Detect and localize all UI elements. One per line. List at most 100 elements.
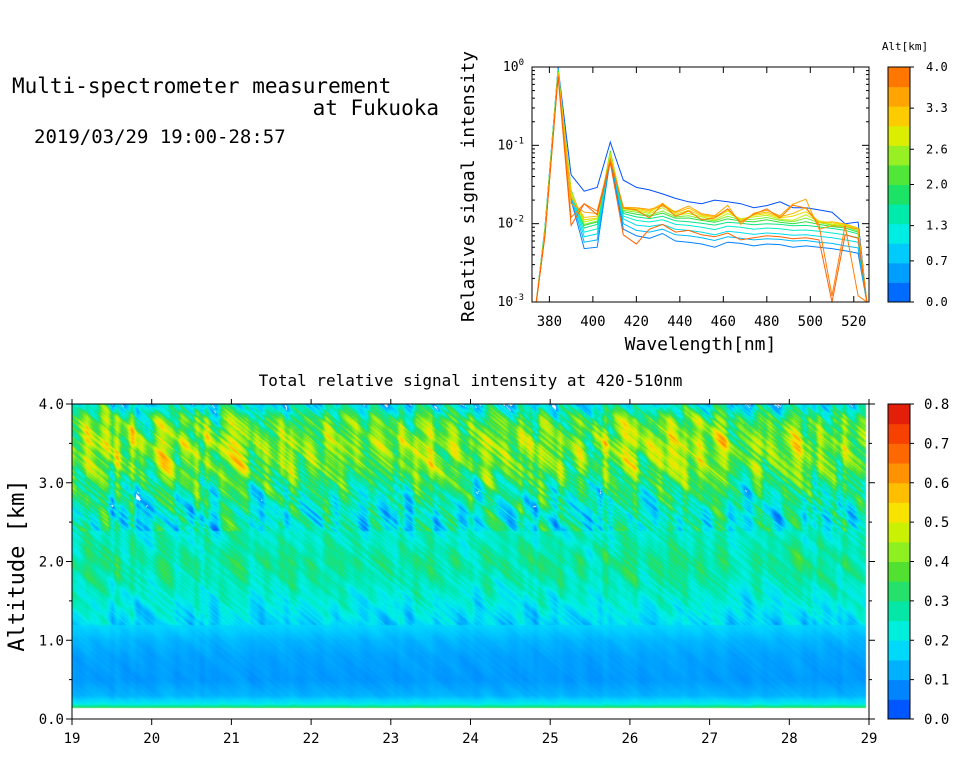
intensity-colorbar-cell [888,443,910,464]
spectrum-x-tick-label: 520 [841,314,866,330]
spectrum-series-line [535,69,868,303]
heatmap-x-tick-label: 23 [382,731,399,747]
spectrum-x-tick-label: 460 [711,314,736,330]
heatmap-y-tick-label: 0.0 [39,712,64,728]
altitude-colorbar-cell [888,145,910,166]
altitude-colorbar-label: 2.0 [926,178,948,192]
spectrum-chart: 380 400 420 440 460 480 500 520 10-3 10-2 10-1 100… [458,40,948,355]
intensity-colorbar-cell [888,463,910,484]
intensity-colorbar-cell [888,581,910,602]
altitude-colorbar-cell [888,106,910,127]
spectrum-series-line [535,75,868,303]
intensity-colorbar [887,403,911,720]
altitude-colorbar-cell [888,204,910,225]
heatmap-y-tick-label: 1.0 [39,633,64,649]
spectrum-series-line [535,67,868,303]
intensity-colorbar-labels: 0.0 0.1 0.2 0.3 0.4 0.5 0.6 0.7 0.8 [910,397,949,728]
intensity-colorbar-cell [888,423,910,444]
intensity-colorbar-cell [888,699,910,720]
spectrum-x-axis-label: Wavelength[nm] [625,334,777,355]
intensity-colorbar-cell [888,620,910,641]
header: Multi-spectrometer measurement at Fukuok… [0,0,450,160]
spectrum-plot-frame [531,66,870,303]
spectrum-series-line [535,72,868,303]
spectrum-series-line [535,74,868,303]
heatmap-chart: Total relative signal intensity at 420-5… [5,371,949,747]
altitude-colorbar-label: 0.0 [926,295,948,309]
spectrum-series-line [535,72,868,303]
spectrum-series-line [535,76,868,303]
spectrum-y-tick-label: 100 [503,58,524,75]
intensity-colorbar-cell [888,679,910,700]
altitude-colorbar-cell [888,86,910,107]
heatmap-x-tick-label: 28 [781,731,798,747]
spectrum-series-line [535,70,868,303]
heatmap-y-tick-label: 4.0 [39,397,64,413]
spectrum-x-tick-label: 480 [754,314,779,330]
spectrum-y-tick-label: 10-1 [498,136,525,153]
intensity-colorbar-cell [888,482,910,503]
altitude-colorbar-cell [888,223,910,244]
intensity-colorbar-cell [888,404,910,425]
altitude-colorbar-cell [888,282,910,303]
title-line-1: Multi-spectrometer measurement [12,74,392,98]
spectrum-x-tick-label: 500 [798,314,823,330]
altitude-colorbar-label: 3.3 [926,101,948,115]
spectrum-series-group [535,67,868,303]
heatmap-x-tick-label: 21 [223,731,240,747]
spectrum-x-tick-label: 380 [537,314,562,330]
title-line-2: at Fukuoka [312,96,439,120]
intensity-colorbar-label: 0.5 [924,515,949,531]
heatmap-raster-container [72,404,869,719]
heatmap-raster [72,404,869,719]
altitude-colorbar-label: 1.3 [926,219,948,233]
intensity-colorbar-cell [888,541,910,562]
altitude-colorbar-label: 4.0 [926,60,948,74]
heatmap-x-tick-label: 20 [143,731,160,747]
intensity-colorbar-label: 0.4 [924,555,949,571]
heatmap-title: Total relative signal intensity at 420-5… [259,371,683,390]
spectrum-series-line [535,71,868,303]
intensity-colorbar-label: 0.7 [924,436,949,452]
altitude-colorbar-cell [888,262,910,283]
heatmap-y-tick-label: 3.0 [39,476,64,492]
date-range: 2019/03/29 19:00-28:57 [34,126,286,148]
heatmap-x-tick-label: 25 [542,731,559,747]
intensity-colorbar-cell [888,502,910,523]
intensity-colorbar-label: 0.3 [924,594,949,610]
heatmap-x-tick-label: 19 [64,731,81,747]
altitude-legend-title: Alt[km] [882,40,928,53]
intensity-colorbar-cell [888,522,910,543]
spectrum-y-ticks: 10-3 10-2 10-1 100 [498,58,869,310]
altitude-colorbar-label: 2.6 [926,142,948,156]
spectrum-y-axis-label: Relative signal intensity [458,51,479,322]
intensity-colorbar-cell [888,640,910,661]
spectrum-y-tick-label: 10-3 [498,293,525,310]
heatmap-x-tick-label: 24 [462,731,479,747]
spectrum-y-tick-label: 10-2 [498,215,525,232]
spectrum-series-line [535,73,868,303]
intensity-colorbar-label: 0.8 [924,397,949,413]
heatmap-y-ticks: 0.0 1.0 2.0 3.0 4.0 [39,397,875,728]
heatmap-y-axis-label: Altitude [km] [5,479,30,651]
altitude-colorbar-cell [888,67,910,88]
intensity-colorbar-label: 0.2 [924,633,949,649]
intensity-colorbar-cell [888,600,910,622]
spectrum-x-ticks: 380 400 420 440 460 480 500 520 [537,67,866,330]
intensity-colorbar-cell [888,561,910,582]
altitude-colorbar-labels: 4.0 3.3 2.6 2.0 1.3 0.7 0.0 [910,60,948,309]
intensity-colorbar-cell [888,659,910,681]
heatmap-x-ticks: 19 20 21 22 23 24 25 26 27 28 29 [64,399,877,747]
intensity-colorbar-label: 0.6 [924,476,949,492]
spectrum-series-line [535,69,868,303]
heatmap-y-tick-label: 2.0 [39,555,64,571]
altitude-colorbar-cell [888,164,910,185]
heatmap-x-tick-label: 27 [701,731,718,747]
spectrum-series-line [535,70,868,303]
intensity-colorbar-label: 0.0 [924,712,949,728]
heatmap-x-tick-label: 22 [303,731,320,747]
heatmap-x-tick-label: 26 [621,731,638,747]
intensity-colorbar-label: 0.1 [924,673,949,689]
altitude-colorbar [887,66,911,303]
